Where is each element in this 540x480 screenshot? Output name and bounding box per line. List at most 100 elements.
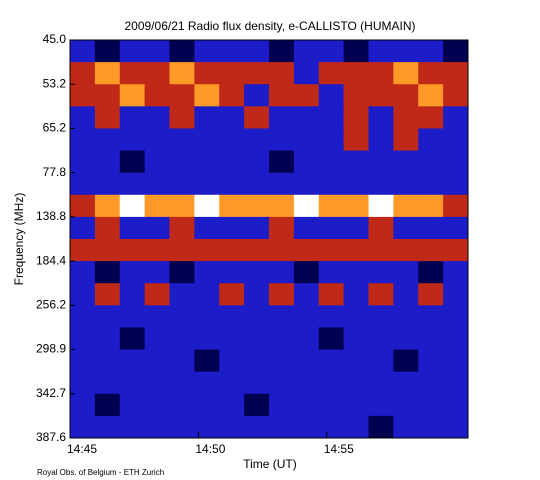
heat-cell (269, 415, 295, 439)
heat-cell (269, 216, 295, 240)
heat-cell (144, 62, 170, 85)
heat-cell (244, 62, 270, 85)
heat-cell (343, 349, 369, 373)
heat-cell (119, 327, 146, 351)
heat-cell (418, 84, 444, 107)
heat-cell (318, 349, 345, 373)
heat-cell (293, 415, 320, 439)
heat-cell (244, 239, 270, 262)
heat-cell (94, 216, 121, 240)
heat-cell (269, 305, 295, 328)
heat-cell (119, 305, 146, 328)
heat-cell (194, 216, 220, 240)
heat-cell (194, 172, 220, 196)
heat-cell (244, 261, 270, 284)
heat-cell (219, 239, 245, 262)
heat-cell (169, 84, 195, 107)
heat-cell (368, 62, 394, 85)
heat-cell (418, 283, 444, 306)
heat-cell (94, 327, 121, 351)
y-tick-label: 77.8 (43, 165, 67, 179)
heat-cell (194, 415, 220, 439)
heat-cell (94, 305, 121, 328)
heat-cell (219, 128, 245, 152)
heat-cell (418, 415, 444, 439)
heat-cell (393, 194, 419, 218)
heat-cell (343, 172, 369, 196)
heat-cell (94, 239, 121, 262)
heat-cell (318, 393, 345, 417)
heat-cell (393, 327, 419, 351)
heat-cell (219, 172, 245, 196)
heat-cell (119, 128, 146, 152)
chart-title: 2009/06/21 Radio flux density, e-CALLIST… (124, 19, 415, 33)
heat-cell (269, 128, 295, 152)
heat-cell (418, 371, 444, 395)
heat-cell (144, 150, 170, 174)
heat-cell (368, 194, 394, 218)
heat-cell (443, 172, 469, 196)
heat-cell (94, 172, 121, 196)
heat-cell (443, 283, 469, 306)
heat-cell (70, 283, 96, 306)
heat-cell (293, 327, 320, 351)
heat-cell (418, 194, 444, 218)
x-tick-label: 14:50 (195, 442, 225, 456)
axes: 45.0 53.2 65.2 77.8 138.8 184.4 256.2 298.9 342.… (36, 32, 469, 456)
heat-cell (393, 84, 419, 107)
heat-cell (94, 283, 121, 306)
heat-cell (343, 393, 369, 417)
heat-cell (169, 194, 195, 218)
heat-cell (293, 172, 320, 196)
heat-cell (144, 239, 170, 262)
heat-cell (269, 393, 295, 417)
heat-cell (393, 393, 419, 417)
heat-cell (144, 172, 170, 196)
heat-cell (318, 415, 345, 439)
heat-cell (443, 239, 469, 262)
heat-cell (393, 216, 419, 240)
heat-cell (70, 106, 96, 129)
heat-cell (443, 106, 469, 129)
heat-cell (393, 415, 419, 439)
heat-cell (194, 128, 220, 152)
heat-cell (293, 261, 320, 284)
heat-cell (219, 106, 245, 129)
y-axis-label: Frequency (MHz) (12, 193, 26, 286)
heat-cell (144, 305, 170, 328)
heat-cell (318, 371, 345, 395)
heat-cell (244, 128, 270, 152)
heat-cell (318, 239, 345, 262)
heat-cell (144, 283, 170, 306)
heat-cell (244, 327, 270, 351)
y-tick-label: 387.6 (36, 430, 66, 444)
heat-cell (318, 283, 345, 306)
y-tick-label: 138.8 (36, 209, 66, 223)
heat-cell (343, 261, 369, 284)
heat-cell (368, 106, 394, 129)
heat-cell (169, 150, 195, 174)
heat-cell (169, 349, 195, 373)
heat-cell (70, 415, 96, 439)
heat-cell (119, 371, 146, 395)
heat-cell (94, 106, 121, 129)
heat-cell (244, 349, 270, 373)
heat-cell (119, 194, 146, 218)
heat-cell (169, 261, 195, 284)
heat-cell (443, 84, 469, 107)
heat-cell (70, 393, 96, 417)
heat-cell (194, 283, 220, 306)
heat-cell (443, 150, 469, 174)
heat-cell (244, 40, 270, 63)
heat-cell (144, 40, 170, 63)
heat-cell (144, 349, 170, 373)
heat-cell (119, 239, 146, 262)
heat-cell (194, 194, 220, 218)
heat-cell (418, 150, 444, 174)
y-tick-label: 184.4 (36, 253, 66, 267)
heat-cell (368, 172, 394, 196)
heat-cell (119, 261, 146, 284)
heat-cell (368, 84, 394, 107)
heat-cell (318, 172, 345, 196)
heat-cell (244, 172, 270, 196)
